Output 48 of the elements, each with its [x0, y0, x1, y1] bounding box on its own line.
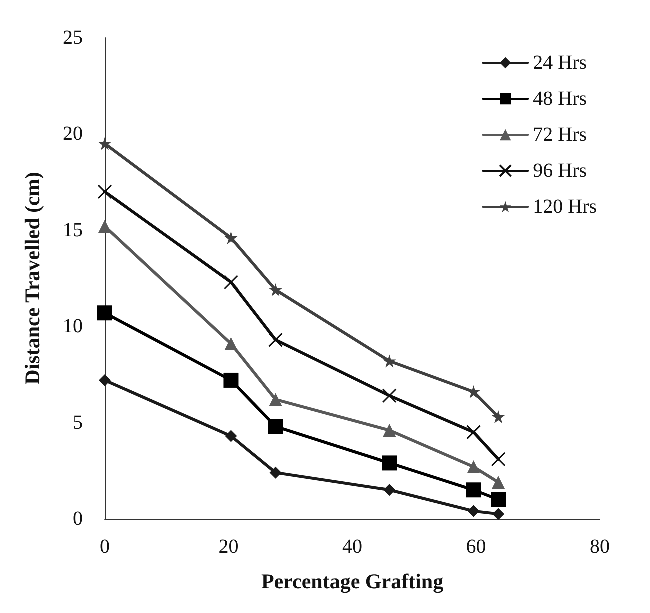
point	[468, 505, 480, 518]
point	[224, 275, 238, 290]
y-tick-label: 5	[73, 412, 83, 434]
y-tick-label: 0	[73, 508, 83, 530]
x-tick-label: 60	[466, 536, 486, 558]
point	[224, 372, 239, 388]
point	[466, 482, 482, 498]
x-tick-label: 80	[590, 536, 610, 558]
y-tick-label: 20	[63, 123, 83, 146]
point	[382, 388, 397, 404]
point	[383, 354, 396, 368]
point	[491, 492, 506, 508]
point	[224, 232, 238, 245]
legend-label: 72 Hrs	[533, 124, 588, 146]
point	[98, 184, 112, 200]
y-tick-label: 10	[63, 316, 83, 338]
legend-label: 120 Hrs	[533, 196, 598, 218]
point	[492, 476, 506, 489]
x-tick-label: 0	[100, 536, 110, 558]
point	[492, 508, 505, 520]
point	[224, 337, 238, 350]
point	[269, 284, 282, 297]
x-tick-label: 40	[342, 536, 362, 558]
point	[98, 306, 112, 321]
point	[270, 466, 282, 479]
x-axis-title: Percentage Grafting	[261, 570, 444, 594]
y-axis-title: Distance Travelled (cm)	[20, 172, 44, 385]
point	[466, 425, 482, 440]
legend-label: 96 Hrs	[533, 160, 588, 182]
point	[492, 410, 506, 424]
point	[467, 386, 480, 399]
point	[268, 332, 284, 348]
point	[384, 484, 396, 496]
point	[99, 374, 111, 386]
legend-label: 24 Hrs	[533, 52, 588, 74]
legend-label: 48 Hrs	[533, 88, 588, 110]
point	[98, 137, 112, 150]
point	[467, 460, 480, 474]
y-tick-label: 25	[63, 27, 83, 49]
y-tick-label: 15	[63, 219, 83, 242]
point	[225, 430, 238, 442]
point	[491, 452, 506, 467]
point	[268, 419, 284, 434]
point	[382, 456, 398, 471]
point	[383, 424, 396, 437]
x-tick-label: 20	[218, 536, 239, 558]
point	[98, 220, 112, 234]
point	[269, 393, 282, 406]
